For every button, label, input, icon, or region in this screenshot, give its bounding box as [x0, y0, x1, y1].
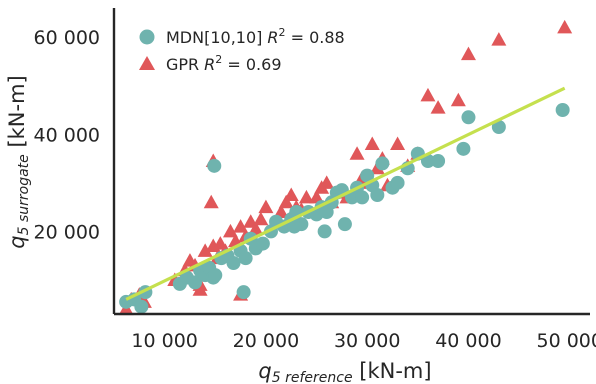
gpr-point: [253, 211, 269, 226]
mdn-point: [207, 158, 222, 173]
x-tick-label: 10 000: [131, 330, 197, 352]
y-tick-labels: 20 000 40 000 60 000: [34, 27, 100, 243]
gpr-point: [450, 92, 466, 107]
gpr-point: [248, 221, 264, 235]
mdn-point: [375, 156, 390, 171]
legend-marker-gpr: [139, 56, 155, 70]
x-tick-label: 40 000: [435, 330, 501, 352]
gpr-point: [233, 219, 249, 233]
gpr-point: [192, 282, 208, 296]
mdn-point: [555, 103, 570, 117]
mdn-point: [370, 188, 385, 202]
gpr-point: [319, 175, 335, 189]
gpr-point: [420, 87, 436, 102]
mdn-point: [226, 256, 241, 270]
mdn-point: [188, 275, 203, 290]
mdn-point: [236, 285, 251, 300]
mdn-point: [287, 219, 302, 234]
y-axis-label: q5 surrogate [kN-m]: [5, 75, 32, 248]
y-tick-label: 40 000: [34, 124, 100, 146]
fit-line: [125, 86, 566, 301]
gpr-point: [491, 32, 507, 46]
legend-label-gpr: GPR R2 = 0.69: [166, 53, 282, 74]
x-tick-label: 20 000: [233, 330, 299, 352]
gpr-point: [309, 189, 325, 204]
gpr-point: [197, 243, 213, 257]
mdn-point: [238, 251, 253, 266]
mdn-point: [456, 141, 471, 156]
mdn-point: [134, 299, 149, 314]
legend: MDN[10,10] R2 = 0.88 GPR R2 = 0.69: [139, 26, 345, 74]
x-tick-label: 30 000: [334, 330, 400, 352]
mdn-point: [431, 154, 446, 168]
gpr-point: [283, 187, 299, 201]
gpr-point: [298, 189, 314, 204]
legend-marker-mdn: [139, 29, 155, 45]
mdn-point: [317, 224, 332, 239]
gpr-point: [222, 223, 238, 238]
mdn-point: [420, 154, 435, 168]
x-axis-label: q5 reference [kN-m]: [258, 359, 431, 384]
gpr-point: [203, 194, 219, 209]
gpr-point: [278, 194, 294, 209]
mdn-point: [255, 236, 270, 251]
mdn-point: [337, 217, 352, 232]
x-tick-label: 50 000: [537, 330, 596, 352]
mdn-point: [390, 175, 405, 190]
gpr-point: [390, 136, 406, 150]
gpr-point: [364, 136, 380, 150]
mdn-point: [461, 110, 476, 125]
y-tick-label: 60 000: [34, 27, 100, 49]
mdn-point: [491, 120, 506, 134]
gpr-point: [430, 100, 446, 114]
plot-marks: [118, 19, 573, 316]
mdn-point: [355, 190, 370, 205]
y-tick-label: 20 000: [34, 221, 100, 243]
mdn-point: [208, 268, 223, 283]
gpr-point: [349, 146, 365, 160]
gpr-point: [273, 204, 289, 218]
gpr-point: [557, 19, 573, 34]
x-tick-labels: 10 000 20 000 30 000 40 000 50 000: [131, 330, 596, 352]
legend-label-mdn: MDN[10,10] R2 = 0.88: [166, 26, 345, 47]
gpr-point: [258, 199, 274, 214]
gpr-point: [460, 46, 476, 61]
